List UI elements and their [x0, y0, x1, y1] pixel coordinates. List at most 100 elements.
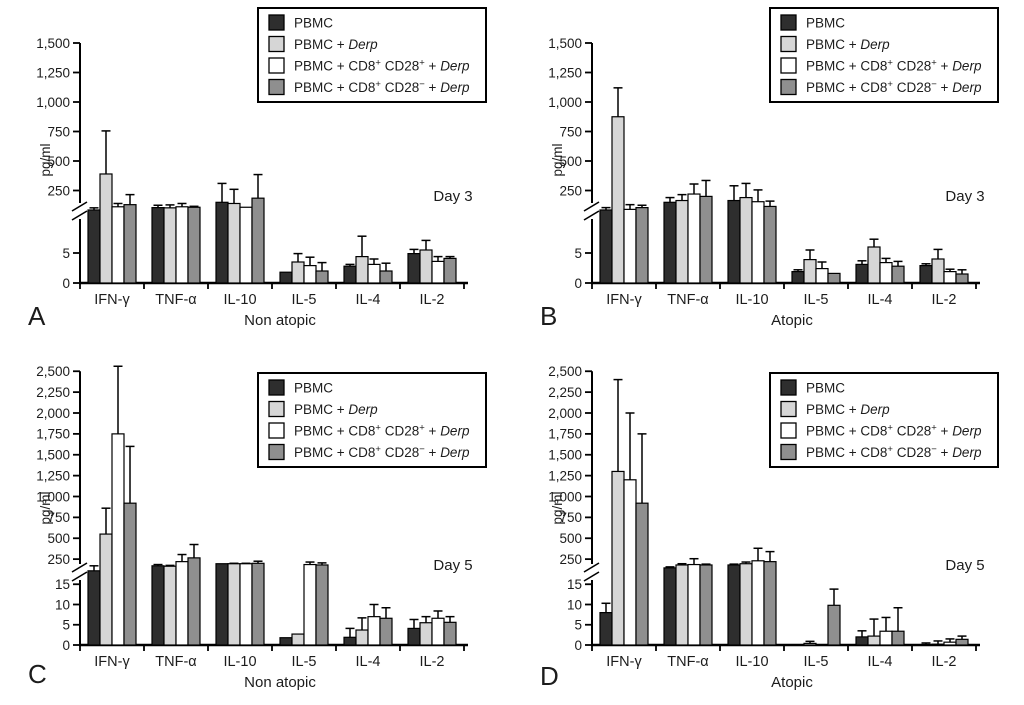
y-tick-label: 0 [574, 638, 582, 653]
bar [611, 470, 625, 646]
y-tick-label: 2,500 [548, 364, 582, 379]
category-label: IL-10 [223, 292, 256, 308]
legend-swatch [268, 443, 285, 461]
day-annotation-c: Day 5 [433, 557, 473, 574]
bar [315, 564, 329, 646]
y-tick-label: 5 [574, 246, 582, 261]
panel-letter-b: B [540, 301, 558, 331]
bar [739, 196, 753, 284]
bar [151, 565, 165, 646]
y-axis-title: pg/ml [38, 491, 53, 524]
bar [827, 604, 841, 646]
y-tick-label: 2,250 [548, 385, 582, 400]
y-tick-label: 250 [559, 183, 582, 198]
y-tick-label: 1,500 [548, 448, 582, 463]
legend-swatch [780, 78, 797, 96]
y-tick-label: 2,250 [36, 385, 70, 400]
y-tick-label: 500 [47, 154, 70, 169]
legend-label: PBMC [806, 381, 845, 396]
bar [791, 643, 805, 646]
bar [343, 636, 357, 646]
legend-label: PBMC + CD8+ CD28− + Derp [294, 79, 470, 95]
bar [343, 265, 357, 284]
bar [111, 206, 125, 284]
y-tick-label: 0 [62, 638, 70, 653]
bar [635, 207, 649, 284]
bar [175, 561, 189, 646]
y-tick-label: 500 [559, 154, 582, 169]
bar [919, 265, 933, 284]
legend-swatch [268, 422, 285, 439]
bar [367, 263, 381, 284]
bar [955, 638, 969, 646]
y-tick-label: 2,500 [36, 364, 70, 379]
legend-swatch [780, 35, 797, 53]
category-label: IL-10 [735, 654, 768, 670]
category-label: IL-4 [356, 292, 381, 308]
bar [163, 207, 177, 284]
category-label: IFN-γ [94, 292, 130, 308]
bar [187, 557, 201, 646]
bar [315, 270, 329, 284]
x-axis-title-d: Atopic [771, 674, 813, 691]
legend-swatch [268, 35, 285, 53]
panel-letter-c: C [28, 659, 47, 689]
y-axis-title: pg/ml [550, 143, 565, 176]
axis-break-icon [583, 562, 600, 573]
day-annotation-d: Day 5 [945, 557, 985, 574]
category-label: IL-5 [292, 292, 317, 308]
panel-C: 2,500 2,250 2,000 1,750 1,500 1,250 1,000 750 50… [0, 350, 512, 700]
legend-swatch [268, 57, 285, 74]
panel-A: 1,500 1,250 1,000 750 500 250 5 0 pg/ml IFN-γ TNF-… [0, 0, 512, 350]
category-label: IL-2 [420, 292, 445, 308]
bar [379, 617, 393, 646]
y-tick-label: 1,250 [36, 468, 70, 483]
bar [355, 629, 369, 646]
bar [891, 630, 905, 646]
category-label: IL-2 [420, 654, 445, 670]
category-label: IFN-γ [606, 292, 642, 308]
bar [891, 265, 905, 284]
bar [867, 635, 881, 646]
bar [763, 205, 777, 284]
bar [251, 197, 265, 284]
bar [87, 209, 101, 284]
category-label: IL-2 [932, 292, 957, 308]
y-tick-label: 1,500 [36, 448, 70, 463]
bar [355, 256, 369, 284]
axis-break-icon [583, 201, 600, 212]
category-label: TNF-α [667, 292, 708, 308]
legend-label: PBMC + Derp [294, 402, 378, 417]
y-tick-label: 0 [62, 276, 70, 291]
bar [407, 627, 421, 646]
legend-swatch [268, 14, 285, 31]
axis-break-icon [71, 562, 88, 573]
chart-D: 2,5002,2502,0001,7501,5001,2501,00075050… [548, 364, 999, 670]
y-axis-title: pg/ml [550, 491, 565, 524]
bar [635, 502, 649, 646]
bar [239, 563, 253, 646]
bar [815, 643, 829, 646]
y-tick-label: 5 [62, 246, 70, 261]
y-tick-label: 2,000 [36, 406, 70, 421]
legend-box [257, 7, 487, 103]
bar [955, 273, 969, 284]
chart-B: 1,500 1,250 1,000 750 500 250 5 0 pg/ml IFN-γ TNF-… [548, 7, 999, 308]
legend-swatch [780, 57, 797, 74]
y-tick-label: 500 [47, 531, 70, 546]
bar [431, 260, 445, 284]
y-tick-label: 250 [47, 552, 70, 567]
legend-label: PBMC + CD8+ CD28− + Derp [294, 444, 470, 460]
legend-label: PBMC [294, 381, 333, 396]
y-tick-label: 10 [567, 597, 582, 612]
day-annotation-a: Day 3 [433, 188, 473, 205]
bar [303, 563, 317, 646]
bar [815, 268, 829, 284]
bar [943, 271, 957, 284]
panel-B: 1,500 1,250 1,000 750 500 250 5 0 pg/ml IFN-γ TNF-… [512, 0, 1024, 350]
y-tick-label: 2,000 [548, 406, 582, 421]
category-label: IL-4 [868, 292, 893, 308]
bar [611, 116, 625, 284]
bar [931, 643, 945, 646]
legend-swatch [268, 78, 285, 96]
